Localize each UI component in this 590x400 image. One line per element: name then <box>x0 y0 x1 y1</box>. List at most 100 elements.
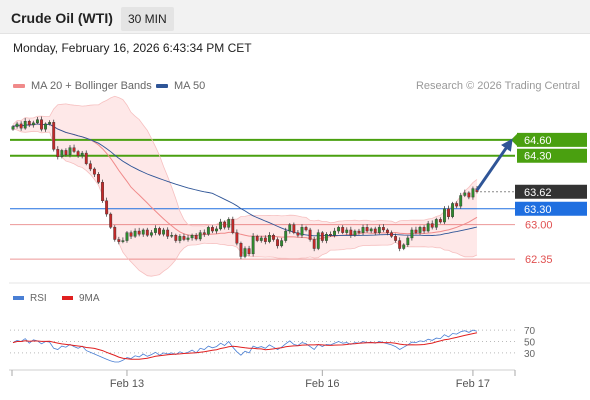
candle <box>141 228 145 237</box>
candle-body <box>68 147 72 155</box>
candle <box>268 232 271 244</box>
candle-body <box>149 232 153 236</box>
candle-body <box>15 123 19 127</box>
candle-body <box>418 227 422 233</box>
candle-body <box>353 230 357 236</box>
candle-body <box>19 123 23 129</box>
candle <box>426 220 430 233</box>
level-label-63.00: 63.00 <box>525 220 553 232</box>
rsi-level-label-50: 50 <box>524 338 536 349</box>
candle-body <box>121 240 125 242</box>
candle-body <box>129 232 133 237</box>
candle-body <box>300 227 304 236</box>
candle-body <box>72 147 76 152</box>
bollinger-band-area <box>13 96 477 277</box>
candle-body <box>422 227 426 232</box>
candle <box>133 228 137 238</box>
candle <box>105 197 109 217</box>
candle <box>19 121 23 131</box>
candle <box>280 237 284 248</box>
candle-body <box>44 123 47 130</box>
level-box-63.30 <box>515 201 587 216</box>
candle <box>174 233 178 243</box>
candle <box>80 150 84 159</box>
candle-body <box>251 236 255 255</box>
candle <box>109 212 113 229</box>
candle-body <box>84 152 88 164</box>
candle-body <box>459 195 463 207</box>
candle-body <box>198 232 202 240</box>
candle <box>27 119 31 128</box>
candle-body <box>345 229 349 233</box>
candle-body <box>194 235 198 240</box>
candle <box>202 229 206 237</box>
candle-body <box>467 192 471 198</box>
candle <box>263 235 267 245</box>
candle <box>23 118 27 130</box>
candle <box>97 172 100 184</box>
level-box-64.30 <box>517 148 587 163</box>
ma9-label: 9MA <box>79 293 100 304</box>
candle-body <box>80 152 84 156</box>
candle <box>316 229 320 251</box>
candle <box>40 116 43 132</box>
candle <box>117 236 121 245</box>
target-arrow <box>475 138 513 192</box>
candle <box>471 186 475 200</box>
candle-body <box>471 188 475 198</box>
candle <box>15 121 19 129</box>
candle-body <box>60 150 64 157</box>
rsi-label: RSI <box>30 293 47 304</box>
candle <box>272 233 275 242</box>
candle <box>239 241 243 260</box>
candle-body <box>381 227 385 231</box>
rsi-swatch <box>13 296 24 301</box>
candle <box>52 119 56 152</box>
candle <box>337 225 341 234</box>
candle-body <box>56 149 60 157</box>
candle <box>394 233 398 243</box>
candle <box>125 231 129 243</box>
candle <box>223 220 227 230</box>
candle <box>373 226 377 236</box>
candle-body <box>190 235 194 239</box>
level-label-62.35: 62.35 <box>525 254 553 266</box>
candle-body <box>365 227 369 232</box>
candle <box>329 231 332 237</box>
rsi-9ma-line <box>12 332 478 360</box>
candle <box>137 227 141 237</box>
candle <box>255 234 259 243</box>
candle <box>259 235 263 243</box>
candle-body <box>276 239 279 247</box>
candle <box>186 234 190 242</box>
candle-body <box>235 232 239 244</box>
candle-body <box>288 224 292 232</box>
candle-body <box>23 121 27 129</box>
candle <box>215 226 218 234</box>
candle <box>284 227 288 243</box>
timeframe-button[interactable]: 30 MIN <box>121 7 174 31</box>
candle <box>422 225 426 234</box>
candle <box>60 148 64 159</box>
ma20-swatch <box>13 84 25 89</box>
candle-body <box>215 228 218 232</box>
candle <box>219 218 223 231</box>
x-tick-label: Feb 13 <box>110 378 144 390</box>
candle <box>430 220 434 230</box>
candle-body <box>386 229 389 233</box>
candle-body <box>316 232 320 249</box>
ma9-swatch <box>62 296 73 301</box>
candle <box>247 245 251 256</box>
candle <box>300 224 304 238</box>
candle <box>170 232 174 238</box>
candle-body <box>272 235 275 240</box>
candle <box>194 233 198 241</box>
candle <box>101 179 104 203</box>
candle-body <box>402 244 406 249</box>
candle <box>243 246 247 259</box>
ma50-label: MA 50 <box>174 80 206 92</box>
candle-body <box>447 208 450 217</box>
candle <box>324 232 328 244</box>
level-pointer-64.60 <box>511 132 518 147</box>
